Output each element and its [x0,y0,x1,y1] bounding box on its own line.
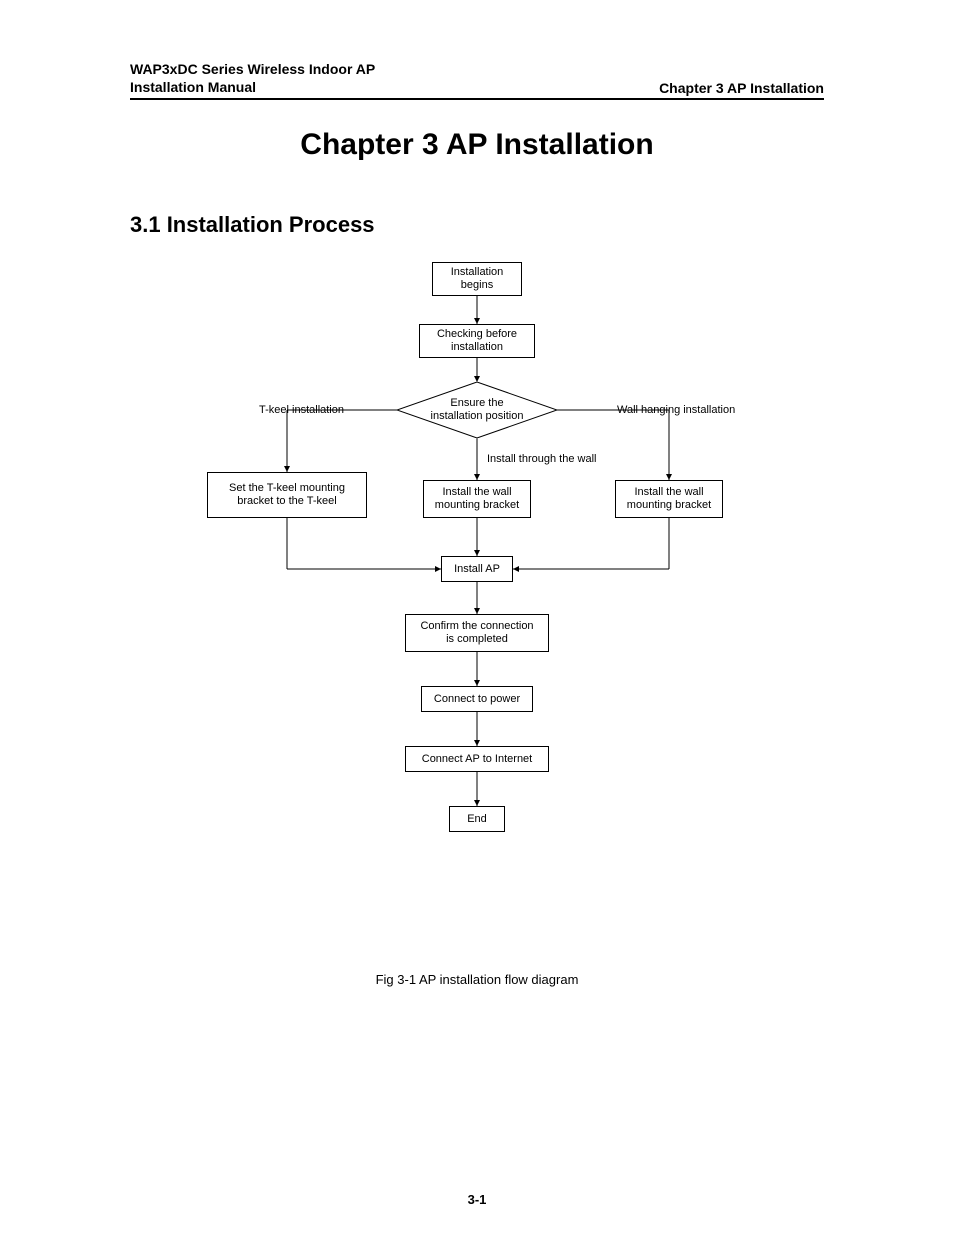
flow-label-thru_lbl: Install through the wall [487,453,596,465]
header-right: Chapter 3 AP Installation [659,80,824,96]
figure-caption: Fig 3-1 AP installation flow diagram [130,972,824,987]
flow-node-confirm: Confirm the connectionis completed [405,614,549,652]
product-line1: WAP3xDC Series Wireless Indoor AP [130,60,375,78]
flow-node-power: Connect to power [421,686,533,712]
flow-node-wall_brkt_r: Install the wallmounting bracket [615,480,723,518]
flow-node-ensure: Ensure theinstallation position [397,382,557,438]
chapter-title: Chapter 3 AP Installation [130,128,824,162]
page: WAP3xDC Series Wireless Indoor AP Instal… [0,0,954,1247]
flow-node-begin: Installationbegins [432,262,522,296]
flowchart-arrows [177,262,777,942]
flowchart: Installationbegins Checking beforeinstall… [177,262,777,942]
flow-node-set_tkeel: Set the T-keel mountingbracket to the T-… [207,472,367,518]
product-line2: Installation Manual [130,78,375,96]
page-number: 3-1 [0,1192,954,1207]
flow-label-tkeel_lbl: T-keel installation [259,404,344,416]
section-title: 3.1 Installation Process [130,212,824,238]
flow-node-check: Checking beforeinstallation [419,324,535,358]
page-header: WAP3xDC Series Wireless Indoor AP Instal… [130,60,824,100]
flow-node-end: End [449,806,505,832]
flow-node-install_ap: Install AP [441,556,513,582]
header-left: WAP3xDC Series Wireless Indoor AP Instal… [130,60,375,96]
flow-node-internet: Connect AP to Internet [405,746,549,772]
flow-node-wall_brkt_c: Install the wallmounting bracket [423,480,531,518]
flow-label-wall_lbl: Wall hanging installation [617,404,735,416]
